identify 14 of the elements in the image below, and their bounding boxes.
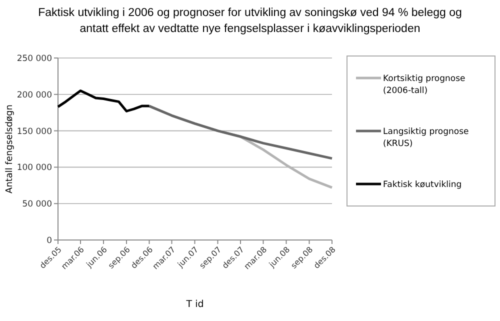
legend-label: Faktisk køutvikling bbox=[383, 180, 462, 190]
line-series bbox=[56, 90, 150, 112]
legend-label: Langsiktig prognose (KRUS) bbox=[383, 126, 469, 149]
legend-label: Kortsiktig prognose (2006-tall) bbox=[383, 74, 466, 96]
y-tick-label: 200 000 bbox=[16, 90, 52, 100]
y-axis-title: Antall fengselsdøgn bbox=[5, 104, 15, 194]
chart-title: Faktisk utvikling i 2006 og prognoser for utvikling av soningskø ved 94 % belegg og antatt effekt av vedtatte nye fengselsplasser i køavviklingsperioden bbox=[38, 7, 462, 35]
line-series bbox=[148, 104, 334, 160]
y-tick-label: 0 bbox=[46, 236, 52, 246]
y-tick-label: 150 000 bbox=[16, 126, 52, 137]
y-tick-label: 50 000 bbox=[22, 200, 52, 210]
x-axis-title: T id bbox=[185, 299, 204, 310]
y-tick-label: 100 000 bbox=[16, 163, 52, 174]
y-tick-label: 250 000 bbox=[16, 54, 52, 64]
